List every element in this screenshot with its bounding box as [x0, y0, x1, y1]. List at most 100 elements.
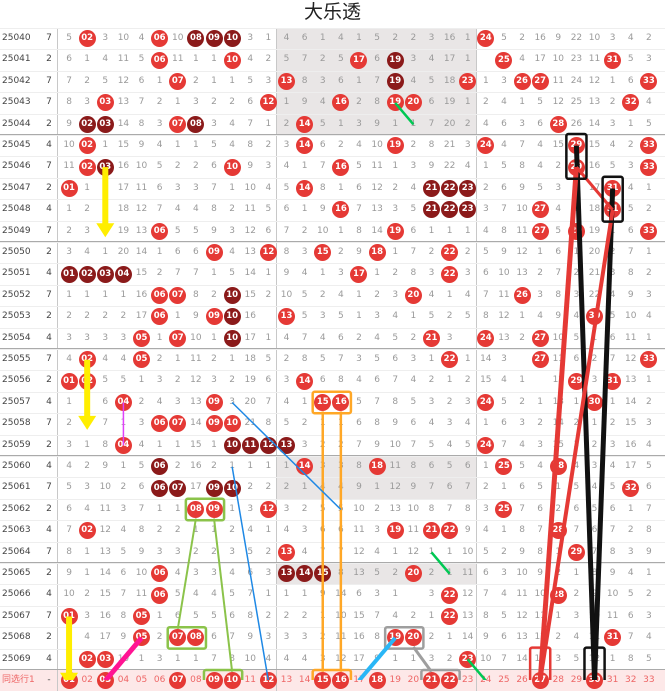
- number-ball[interactable]: 06: [151, 586, 169, 604]
- number-ball[interactable]: 08: [187, 30, 205, 48]
- number-ball[interactable]: 23: [459, 73, 477, 90]
- number-ball[interactable]: 13: [278, 436, 295, 454]
- number-ball[interactable]: 21: [422, 329, 440, 347]
- number-ball[interactable]: 19: [386, 73, 404, 90]
- number-ball[interactable]: 01: [60, 265, 78, 283]
- number-ball[interactable]: 24: [477, 137, 495, 155]
- selection-number[interactable]: 29: [570, 675, 583, 685]
- number-ball[interactable]: 06: [151, 415, 169, 433]
- selection-ball[interactable]: 09: [205, 672, 223, 690]
- selection-number[interactable]: 23: [461, 675, 474, 685]
- number-ball[interactable]: 10: [223, 479, 241, 497]
- number-ball[interactable]: 22: [441, 586, 459, 604]
- number-ball[interactable]: 19: [386, 94, 404, 112]
- number-ball[interactable]: 06: [151, 565, 169, 583]
- number-ball[interactable]: 06: [151, 458, 169, 476]
- number-ball[interactable]: 06: [151, 479, 169, 497]
- number-ball[interactable]: 23: [459, 180, 477, 197]
- selection-number[interactable]: 13: [280, 675, 293, 685]
- number-ball[interactable]: 09: [205, 394, 223, 411]
- selection-number[interactable]: 11: [244, 675, 256, 685]
- number-ball[interactable]: 12: [259, 501, 277, 518]
- selection-number[interactable]: 31: [606, 675, 619, 685]
- number-ball[interactable]: 06: [151, 51, 169, 69]
- number-ball[interactable]: 30: [586, 394, 604, 411]
- number-ball[interactable]: 02: [78, 137, 96, 155]
- number-ball[interactable]: 19: [386, 522, 404, 540]
- number-ball[interactable]: 26: [513, 73, 531, 90]
- number-ball[interactable]: 02: [78, 650, 96, 668]
- number-ball[interactable]: 04: [114, 436, 132, 454]
- selection-number[interactable]: 02: [81, 675, 93, 685]
- number-ball[interactable]: 02: [78, 351, 96, 369]
- number-ball[interactable]: 27: [531, 73, 549, 90]
- selection-ball[interactable]: 18: [368, 672, 386, 690]
- selection-ball[interactable]: 27: [531, 672, 549, 690]
- number-ball[interactable]: 07: [169, 329, 187, 347]
- selection-ball[interactable]: 21: [422, 672, 440, 690]
- selection-ball[interactable]: 01: [60, 672, 78, 690]
- number-ball[interactable]: 31: [604, 51, 622, 69]
- number-ball[interactable]: 10: [223, 415, 241, 433]
- selection-number[interactable]: 25: [498, 675, 510, 685]
- number-ball[interactable]: 19: [386, 51, 404, 69]
- number-ball[interactable]: 25: [495, 501, 513, 518]
- number-ball[interactable]: 07: [169, 479, 187, 497]
- number-ball[interactable]: 29: [567, 158, 585, 176]
- number-ball[interactable]: 28: [549, 458, 567, 476]
- number-ball[interactable]: 06: [151, 30, 169, 48]
- number-ball[interactable]: 21: [422, 180, 440, 197]
- number-ball[interactable]: 21: [422, 201, 440, 219]
- number-ball[interactable]: 33: [640, 158, 658, 176]
- number-ball[interactable]: 33: [640, 222, 658, 240]
- number-ball[interactable]: 33: [640, 137, 658, 155]
- number-ball[interactable]: 19: [386, 137, 404, 155]
- selection-number[interactable]: 26: [516, 675, 528, 685]
- number-ball[interactable]: 14: [296, 372, 314, 390]
- number-ball[interactable]: 33: [640, 351, 658, 369]
- number-ball[interactable]: 10: [223, 329, 241, 347]
- selection-number[interactable]: 05: [135, 675, 148, 685]
- number-ball[interactable]: 09: [205, 501, 223, 518]
- number-ball[interactable]: 07: [169, 115, 187, 133]
- number-ball[interactable]: 27: [531, 222, 549, 240]
- number-ball[interactable]: 06: [151, 287, 169, 304]
- number-ball[interactable]: 03: [96, 650, 114, 668]
- number-ball[interactable]: 24: [477, 394, 495, 411]
- number-ball[interactable]: 07: [169, 415, 187, 433]
- number-ball[interactable]: 29: [567, 222, 585, 240]
- number-ball[interactable]: 32: [622, 479, 640, 497]
- number-ball[interactable]: 16: [332, 201, 350, 219]
- number-ball[interactable]: 01: [60, 372, 78, 390]
- number-ball[interactable]: 29: [567, 137, 585, 155]
- number-ball[interactable]: 19: [386, 222, 404, 240]
- number-ball[interactable]: 31: [604, 372, 622, 390]
- number-ball[interactable]: 18: [368, 244, 386, 262]
- number-ball[interactable]: 03: [96, 115, 114, 133]
- number-ball[interactable]: 06: [151, 222, 169, 240]
- number-ball[interactable]: 19: [386, 629, 404, 647]
- number-ball[interactable]: 11: [241, 436, 259, 454]
- selection-number[interactable]: 20: [407, 675, 420, 685]
- number-ball[interactable]: 09: [205, 308, 223, 326]
- selection-number[interactable]: 32: [625, 675, 637, 685]
- number-ball[interactable]: 10: [223, 436, 241, 454]
- number-ball[interactable]: 10: [223, 308, 241, 326]
- selection-number[interactable]: 33: [643, 675, 655, 685]
- number-ball[interactable]: 02: [78, 372, 96, 390]
- number-ball[interactable]: 04: [114, 394, 132, 411]
- number-ball[interactable]: 16: [332, 94, 350, 112]
- number-ball[interactable]: 25: [495, 51, 513, 69]
- number-ball[interactable]: 02: [78, 522, 96, 540]
- number-ball[interactable]: 17: [350, 265, 368, 283]
- number-ball[interactable]: 09: [205, 30, 223, 48]
- number-ball[interactable]: 16: [332, 158, 350, 176]
- number-ball[interactable]: 03: [96, 158, 114, 176]
- number-ball[interactable]: 09: [205, 479, 223, 497]
- number-ball[interactable]: 12: [259, 94, 277, 112]
- number-ball[interactable]: 05: [133, 608, 151, 625]
- number-ball[interactable]: 14: [296, 180, 314, 197]
- number-ball[interactable]: 13: [278, 308, 295, 326]
- number-ball[interactable]: 10: [223, 51, 241, 69]
- number-ball[interactable]: 28: [549, 115, 567, 133]
